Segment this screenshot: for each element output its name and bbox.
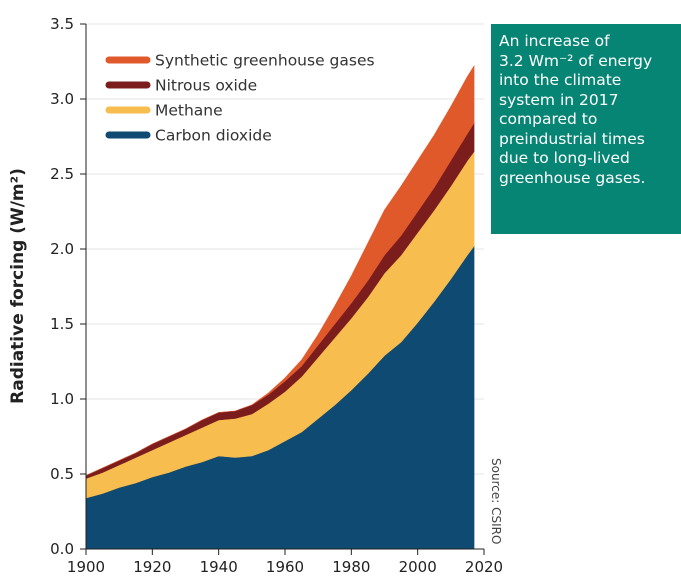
legend-label: Methane [155, 102, 223, 120]
x-tick-label: 1980 [332, 558, 370, 576]
y-tick-label: 2.5 [50, 165, 74, 183]
x-tick-label: 1940 [200, 558, 238, 576]
legend-label: Nitrous oxide [155, 77, 257, 95]
callout-text: An increase of 3.2 Wm⁻² of energy into t… [499, 32, 653, 187]
y-tick-label: 3.0 [50, 90, 74, 108]
y-tick-label: 1.5 [50, 315, 74, 333]
y-tick-label: 0.0 [50, 540, 74, 558]
y-tick-label: 3.5 [50, 15, 74, 33]
stacked-areas [85, 64, 475, 550]
x-tick-label: 1900 [67, 558, 105, 576]
legend-label: Carbon dioxide [155, 127, 272, 145]
callout-box: An increase of 3.2 Wm⁻² of energy into t… [491, 24, 681, 234]
area-synthetic-greenhouse-gases [85, 64, 475, 476]
y-tick-label: 0.5 [50, 465, 74, 483]
y-tick-label: 2.0 [50, 240, 74, 258]
legend-label: Synthetic greenhouse gases [155, 52, 375, 70]
axes: 0.0 0.5 1.0 1.5 2.0 2.5 3.0 3.5 1900 1920 1940 1960… [50, 15, 503, 576]
y-tick-label: 1.0 [50, 390, 74, 408]
gridlines [86, 23, 484, 475]
y-axis-label: Radiative forcing (W/m²) [8, 168, 28, 404]
x-tick-label: 1960 [266, 558, 304, 576]
legend: Synthetic greenhouse gases Nitrous oxide M… [105, 52, 375, 145]
x-tick-label: 2000 [399, 558, 437, 576]
x-tick-label: 1920 [133, 558, 171, 576]
x-tick-label: 2020 [465, 558, 503, 576]
source-annotation: Source: CSIRO [489, 458, 503, 544]
